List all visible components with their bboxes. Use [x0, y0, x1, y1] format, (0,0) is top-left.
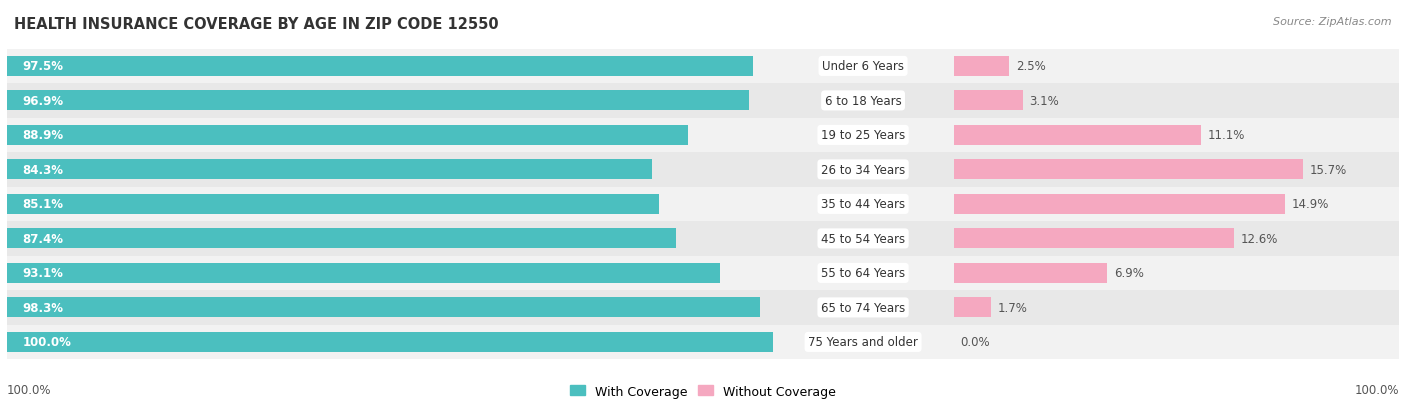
- Bar: [773, 153, 953, 187]
- Bar: [773, 256, 953, 290]
- Bar: [7, 153, 773, 187]
- Text: 100.0%: 100.0%: [7, 384, 52, 396]
- Bar: [953, 222, 1399, 256]
- Bar: [953, 187, 1399, 222]
- Text: 35 to 44 Years: 35 to 44 Years: [821, 198, 905, 211]
- Bar: [7, 160, 652, 180]
- Bar: [773, 222, 953, 256]
- Bar: [773, 50, 953, 84]
- Text: 26 to 34 Years: 26 to 34 Years: [821, 164, 905, 176]
- Bar: [953, 256, 1399, 290]
- Text: 3.1%: 3.1%: [1029, 95, 1059, 108]
- Bar: [7, 57, 754, 77]
- Text: 100.0%: 100.0%: [1354, 384, 1399, 396]
- Legend: With Coverage, Without Coverage: With Coverage, Without Coverage: [565, 380, 841, 403]
- Text: 12.6%: 12.6%: [1241, 233, 1278, 245]
- Bar: [953, 50, 1399, 84]
- Bar: [953, 160, 1303, 180]
- Text: Under 6 Years: Under 6 Years: [823, 60, 904, 73]
- Bar: [7, 325, 773, 359]
- Text: HEALTH INSURANCE COVERAGE BY AGE IN ZIP CODE 12550: HEALTH INSURANCE COVERAGE BY AGE IN ZIP …: [14, 17, 499, 31]
- Bar: [953, 298, 991, 318]
- Text: 84.3%: 84.3%: [22, 164, 63, 176]
- Bar: [7, 256, 773, 290]
- Bar: [7, 229, 676, 249]
- Text: 19 to 25 Years: 19 to 25 Years: [821, 129, 905, 142]
- Bar: [953, 153, 1399, 187]
- Bar: [7, 187, 773, 222]
- Bar: [773, 290, 953, 325]
- Bar: [7, 50, 773, 84]
- Text: 88.9%: 88.9%: [22, 129, 63, 142]
- Text: 6.9%: 6.9%: [1114, 267, 1143, 280]
- Bar: [7, 290, 773, 325]
- Text: 55 to 64 Years: 55 to 64 Years: [821, 267, 905, 280]
- Bar: [953, 229, 1234, 249]
- Bar: [773, 84, 953, 119]
- Bar: [773, 119, 953, 153]
- Text: 96.9%: 96.9%: [22, 95, 63, 108]
- Text: 45 to 54 Years: 45 to 54 Years: [821, 233, 905, 245]
- Bar: [7, 195, 658, 214]
- Text: 2.5%: 2.5%: [1017, 60, 1046, 73]
- Bar: [953, 195, 1285, 214]
- Bar: [7, 91, 749, 111]
- Bar: [953, 91, 1022, 111]
- Text: 14.9%: 14.9%: [1292, 198, 1330, 211]
- Bar: [953, 325, 1399, 359]
- Bar: [7, 84, 773, 119]
- Bar: [953, 290, 1399, 325]
- Bar: [953, 263, 1107, 283]
- Text: 6 to 18 Years: 6 to 18 Years: [825, 95, 901, 108]
- Bar: [773, 325, 953, 359]
- Bar: [7, 298, 759, 318]
- Text: 98.3%: 98.3%: [22, 301, 63, 314]
- Bar: [7, 126, 688, 146]
- Text: 65 to 74 Years: 65 to 74 Years: [821, 301, 905, 314]
- Bar: [953, 57, 1010, 77]
- Text: 1.7%: 1.7%: [998, 301, 1028, 314]
- Bar: [7, 119, 773, 153]
- Bar: [773, 187, 953, 222]
- Bar: [7, 332, 773, 352]
- Text: 100.0%: 100.0%: [22, 336, 72, 349]
- Bar: [953, 126, 1201, 146]
- Bar: [7, 263, 720, 283]
- Text: 85.1%: 85.1%: [22, 198, 63, 211]
- Text: Source: ZipAtlas.com: Source: ZipAtlas.com: [1274, 17, 1392, 26]
- Text: 15.7%: 15.7%: [1310, 164, 1347, 176]
- Text: 11.1%: 11.1%: [1208, 129, 1244, 142]
- Bar: [953, 84, 1399, 119]
- Text: 75 Years and older: 75 Years and older: [808, 336, 918, 349]
- Text: 97.5%: 97.5%: [22, 60, 63, 73]
- Text: 0.0%: 0.0%: [960, 336, 990, 349]
- Text: 93.1%: 93.1%: [22, 267, 63, 280]
- Bar: [7, 222, 773, 256]
- Text: 87.4%: 87.4%: [22, 233, 63, 245]
- Bar: [953, 119, 1399, 153]
